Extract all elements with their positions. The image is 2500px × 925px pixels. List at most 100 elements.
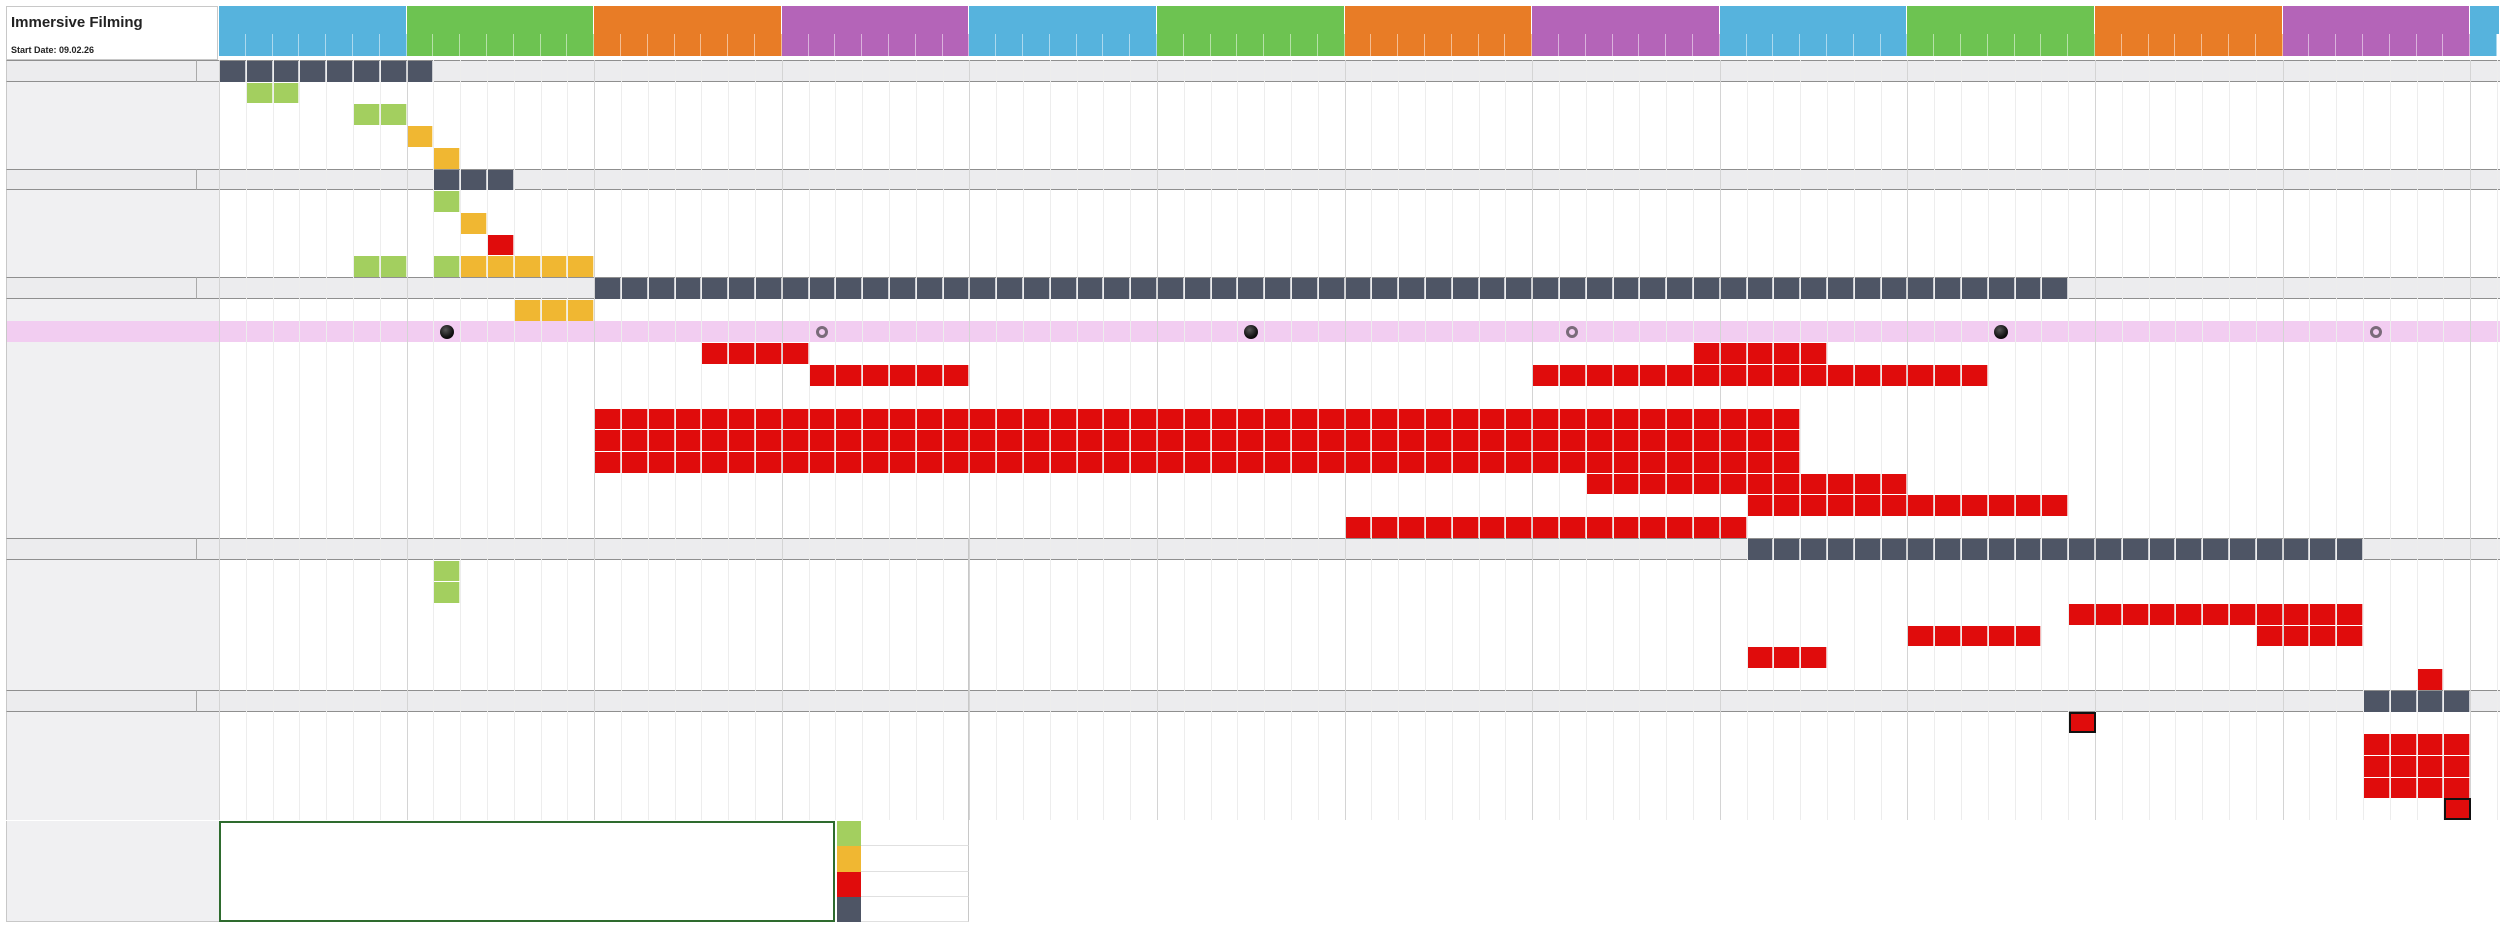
task-label[interactable]: [6, 190, 196, 213]
gantt-bar-not-started[interactable]: [2310, 604, 2337, 625]
day-header[interactable]: [1746, 34, 1774, 56]
gantt-bar-not-started[interactable]: [1854, 473, 1881, 495]
gantt-bar-not-started[interactable]: [890, 451, 916, 473]
day-header[interactable]: [674, 34, 702, 56]
gantt-bar-started[interactable]: [568, 256, 595, 278]
gantt-bar-not-started[interactable]: [756, 408, 782, 430]
gantt-bar-proposed[interactable]: [1560, 278, 1586, 299]
gantt-bar-proposed[interactable]: [1211, 278, 1238, 299]
gantt-bar-not-started[interactable]: [2364, 734, 2390, 756]
gantt-bar-proposed[interactable]: [1426, 278, 1452, 299]
day-header[interactable]: [1907, 34, 1935, 56]
gantt-bar-not-started[interactable]: [863, 408, 889, 430]
task-label[interactable]: [6, 81, 196, 104]
gantt-bar-not-started[interactable]: [648, 408, 675, 430]
gantt-bar-not-started[interactable]: [1640, 408, 1667, 430]
gantt-bar-not-started[interactable]: [1211, 451, 1238, 473]
task-label[interactable]: [6, 733, 196, 756]
gantt-bar-not-started[interactable]: [1774, 430, 1801, 451]
day-header[interactable]: [2282, 34, 2310, 56]
gantt-bar-proposed[interactable]: [434, 169, 461, 191]
gantt-bar-proposed[interactable]: [2042, 538, 2069, 560]
gantt-bar-completed[interactable]: [434, 256, 461, 278]
gantt-bar-proposed[interactable]: [1988, 538, 2015, 560]
gantt-bar-proposed[interactable]: [461, 169, 487, 191]
gantt-bar-started[interactable]: [568, 299, 595, 321]
day-header[interactable]: [353, 34, 380, 56]
day-header[interactable]: [1719, 34, 1747, 56]
gantt-bar-not-started[interactable]: [2122, 604, 2149, 625]
gantt-bar-not-started[interactable]: [1988, 495, 2015, 517]
gantt-bar-proposed[interactable]: [809, 278, 836, 299]
gantt-bar-not-started[interactable]: [1747, 408, 1774, 430]
day-header[interactable]: [1559, 34, 1586, 56]
gantt-bar-proposed[interactable]: [354, 61, 380, 82]
day-header[interactable]: [1478, 34, 1506, 56]
gantt-bar-not-started[interactable]: [756, 430, 782, 451]
gantt-bar-not-started[interactable]: [1372, 451, 1399, 473]
gantt-bar-not-started[interactable]: [1747, 647, 1774, 669]
gantt-bar-not-started[interactable]: [1131, 430, 1157, 451]
task-label[interactable]: [6, 668, 196, 690]
gantt-bar-proposed[interactable]: [2283, 538, 2310, 560]
gantt-bar-not-started[interactable]: [1801, 343, 1827, 365]
gantt-bar-not-started[interactable]: [1184, 408, 1211, 430]
gantt-bar-proposed[interactable]: [1131, 278, 1157, 299]
day-header[interactable]: [2121, 34, 2149, 56]
gantt-bar-not-started[interactable]: [2417, 734, 2444, 756]
gantt-bar-not-started[interactable]: [1318, 408, 1345, 430]
gantt-bar-proposed[interactable]: [1801, 538, 1827, 560]
gantt-bar-not-started[interactable]: [916, 408, 943, 430]
gantt-bar-not-started[interactable]: [1479, 517, 1506, 538]
day-header[interactable]: [2309, 34, 2337, 56]
day-header[interactable]: [1317, 34, 1345, 56]
day-header[interactable]: [487, 34, 514, 56]
gantt-bar-not-started[interactable]: [1238, 408, 1265, 430]
day-header[interactable]: [513, 34, 541, 56]
week-header-4[interactable]: [781, 6, 970, 34]
gantt-bar-not-started[interactable]: [2337, 625, 2363, 647]
day-header[interactable]: [2336, 34, 2363, 56]
gantt-bar-not-started[interactable]: [2337, 604, 2363, 625]
gantt-bar-not-started[interactable]: [2149, 604, 2176, 625]
gantt-bar-completed[interactable]: [380, 256, 407, 278]
gantt-bar-not-started[interactable]: [729, 430, 755, 451]
gantt-bar-not-started[interactable]: [1694, 343, 1720, 365]
task-label[interactable]: [6, 364, 196, 386]
milestone-x-marker[interactable]: [2069, 711, 2096, 734]
gantt-bar-not-started[interactable]: [1131, 408, 1157, 430]
gantt-bar-not-started[interactable]: [1586, 430, 1613, 451]
day-header[interactable]: [2470, 34, 2497, 56]
gantt-bar-completed[interactable]: [434, 582, 461, 603]
gantt-bar-not-started[interactable]: [1024, 430, 1050, 451]
task-label[interactable]: [6, 233, 196, 256]
day-header[interactable]: [1023, 34, 1050, 56]
gantt-bar-not-started[interactable]: [1747, 430, 1774, 451]
gantt-bar-not-started[interactable]: [1050, 408, 1077, 430]
gantt-bar-completed[interactable]: [434, 560, 461, 582]
gantt-bar-not-started[interactable]: [1318, 451, 1345, 473]
gantt-bar-proposed[interactable]: [1908, 538, 1935, 560]
day-header[interactable]: [1183, 34, 1211, 56]
gantt-bar-not-started[interactable]: [1774, 451, 1801, 473]
gantt-bar-not-started[interactable]: [1720, 517, 1747, 538]
gantt-bar-not-started[interactable]: [1908, 625, 1935, 647]
gantt-bar-proposed[interactable]: [1640, 278, 1667, 299]
gantt-bar-started[interactable]: [488, 256, 514, 278]
gantt-bar-not-started[interactable]: [2015, 625, 2042, 647]
gantt-bar-proposed[interactable]: [2176, 538, 2203, 560]
day-header[interactable]: [1425, 34, 1452, 56]
gantt-bar-not-started[interactable]: [2256, 604, 2283, 625]
gantt-bar-proposed[interactable]: [1881, 278, 1908, 299]
gantt-bar-proposed[interactable]: [2390, 690, 2417, 712]
section-header[interactable]: [6, 689, 196, 712]
gantt-bar-proposed[interactable]: [1104, 278, 1131, 299]
gantt-bar-not-started[interactable]: [890, 408, 916, 430]
gantt-bar-not-started[interactable]: [782, 430, 809, 451]
day-header[interactable]: [1961, 34, 1988, 56]
gantt-bar-not-started[interactable]: [1184, 451, 1211, 473]
gantt-bar-not-started[interactable]: [1506, 430, 1533, 451]
task-label[interactable]: [6, 472, 196, 495]
gantt-bar-not-started[interactable]: [1694, 365, 1720, 386]
gantt-bar-not-started[interactable]: [1426, 451, 1452, 473]
